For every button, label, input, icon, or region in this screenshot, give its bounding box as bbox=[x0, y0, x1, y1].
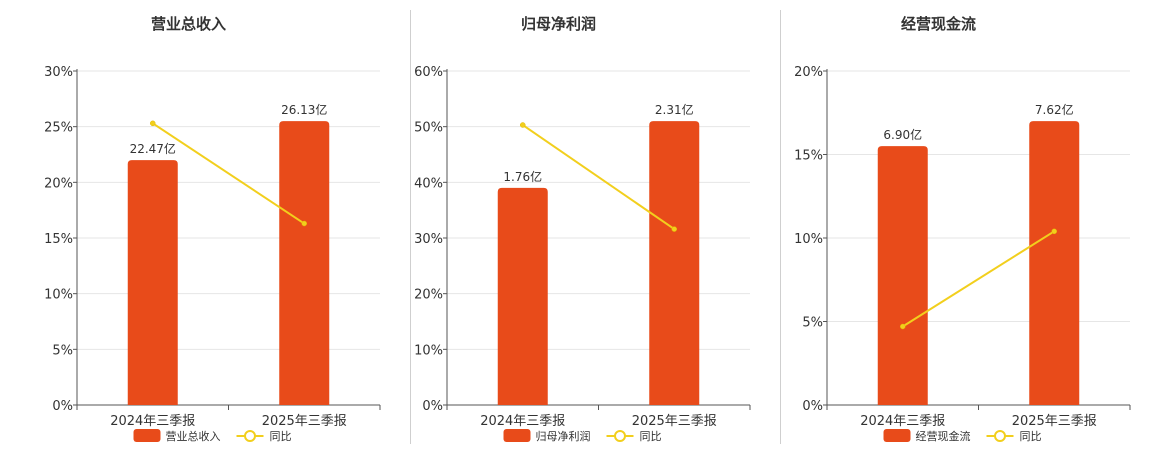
y-tick-label: 40% bbox=[414, 176, 443, 191]
chart-panel-revenue: 营业总收入 0% 5% 10% 15% 20% 25% 30% 2024年三季报 2025年三季报… bbox=[0, 0, 405, 450]
line-point bbox=[150, 120, 156, 127]
y-tick-label: 0% bbox=[802, 399, 823, 414]
y-tick-label: 5% bbox=[52, 343, 73, 358]
legend-bar-label: 经营现金流 bbox=[916, 429, 971, 443]
line-series bbox=[152, 122, 305, 225]
bar bbox=[279, 121, 330, 405]
bar-data-label: 26.13亿 bbox=[281, 102, 327, 117]
y-tick-label: 30% bbox=[414, 232, 443, 247]
legend-bar-swatch bbox=[133, 429, 161, 442]
bar bbox=[877, 146, 928, 405]
chart-svg: 归母净利润 0% 10% 20% 30% 40% 50% 60% 2024年三季报 2025年三季… bbox=[414, 15, 751, 443]
legend-line-marker bbox=[994, 430, 1006, 442]
y-tick-label: 20% bbox=[794, 65, 823, 80]
x-tick-label: 2024年三季报 bbox=[110, 414, 195, 429]
line-point bbox=[1051, 228, 1057, 235]
chart-panel-net-profit: 归母净利润 0% 10% 20% 30% 40% 50% 60% 2024年三季报 2025年三季… bbox=[405, 0, 780, 450]
x-tick-label: 2025年三季报 bbox=[262, 414, 347, 429]
legend-line-label: 同比 bbox=[640, 430, 662, 443]
panel-divider bbox=[410, 10, 411, 444]
bar-data-label: 22.47亿 bbox=[130, 141, 176, 156]
y-tick-label: 10% bbox=[794, 232, 823, 247]
legend-bar-label: 营业总收入 bbox=[166, 429, 221, 443]
panel-divider bbox=[780, 10, 781, 444]
bar bbox=[497, 187, 548, 405]
bar bbox=[127, 160, 178, 405]
line-point bbox=[900, 323, 906, 330]
y-tick-label: 30% bbox=[44, 65, 73, 80]
y-tick-label: 20% bbox=[414, 288, 443, 303]
legend-line-label: 同比 bbox=[270, 430, 292, 443]
x-tick-label: 2025年三季报 bbox=[632, 414, 717, 429]
bar-data-label: 2.31亿 bbox=[655, 102, 694, 117]
line-point bbox=[520, 122, 526, 128]
y-tick-label: 20% bbox=[44, 176, 73, 191]
y-tick-label: 50% bbox=[414, 121, 443, 136]
bar bbox=[1029, 121, 1080, 405]
line-series bbox=[902, 230, 1055, 328]
legend-bar-label: 归母净利润 bbox=[536, 429, 591, 443]
legend-bar-swatch bbox=[503, 429, 531, 442]
chart-title: 归母净利润 bbox=[521, 15, 596, 33]
bar-data-label: 6.90亿 bbox=[883, 127, 922, 142]
y-tick-label: 0% bbox=[422, 399, 443, 414]
y-tick-label: 15% bbox=[794, 149, 823, 164]
legend-line-marker bbox=[244, 430, 256, 442]
legend-bar-swatch bbox=[883, 429, 911, 442]
bar bbox=[649, 121, 700, 405]
chart-panel-cash-flow: 经营现金流 0% 5% 10% 15% 20% 2024年三季报 2025年三季报 6.90亿 7… bbox=[780, 0, 1160, 450]
y-tick-label: 15% bbox=[44, 232, 73, 247]
x-tick-label: 2024年三季报 bbox=[480, 414, 565, 429]
line-point bbox=[301, 220, 307, 227]
y-tick-label: 10% bbox=[414, 343, 443, 358]
y-tick-label: 10% bbox=[44, 288, 73, 303]
chart-svg: 经营现金流 0% 5% 10% 15% 20% 2024年三季报 2025年三季报 6.90亿 7… bbox=[794, 15, 1131, 443]
chart-svg: 营业总收入 0% 5% 10% 15% 20% 25% 30% 2024年三季报 2025年三季报… bbox=[44, 15, 381, 443]
line-point bbox=[671, 226, 677, 232]
y-tick-label: 25% bbox=[44, 121, 73, 136]
y-tick-label: 0% bbox=[52, 399, 73, 414]
legend-line-marker bbox=[614, 430, 626, 442]
chart-title: 经营现金流 bbox=[901, 15, 976, 33]
chart-title: 营业总收入 bbox=[151, 15, 226, 33]
bar-data-label: 1.76亿 bbox=[503, 169, 542, 184]
x-tick-label: 2024年三季报 bbox=[860, 414, 945, 429]
y-tick-label: 60% bbox=[414, 65, 443, 80]
legend-line-label: 同比 bbox=[1020, 430, 1042, 443]
bar-data-label: 7.62亿 bbox=[1035, 102, 1074, 117]
line-series bbox=[522, 124, 675, 230]
y-tick-label: 5% bbox=[802, 316, 823, 331]
x-tick-label: 2025年三季报 bbox=[1012, 414, 1097, 429]
